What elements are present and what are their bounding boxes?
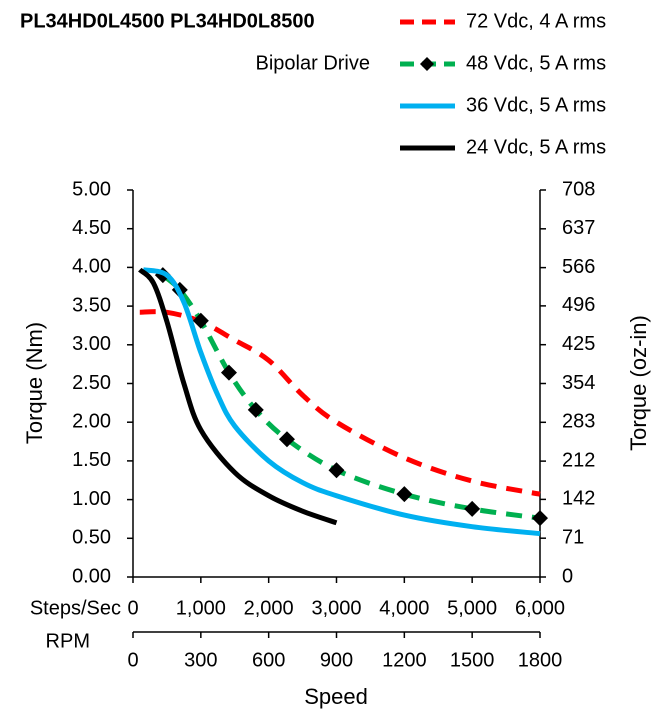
y2-tick-label: 283	[562, 411, 595, 433]
y2-tick-label: 708	[562, 178, 595, 200]
legend-label: 72 Vdc, 4 A rms	[466, 10, 606, 32]
x-tick-label: 5,000	[447, 597, 497, 619]
x-tick-label: 4,000	[379, 597, 429, 619]
x2-tick-label: 900	[320, 649, 353, 671]
y-tick-label: 2.50	[72, 372, 111, 394]
data-point	[192, 312, 209, 329]
y-tick-label: 4.50	[72, 217, 111, 239]
x-tick-label: 6,000	[515, 597, 565, 619]
x-tick-label: 0	[127, 597, 138, 619]
data-point	[278, 431, 295, 448]
x2-tick-label: 0	[127, 649, 138, 671]
y-axis-label: Torque (Nm)	[22, 322, 47, 444]
y2-tick-label: 354	[562, 372, 595, 394]
chart-title: PL34HD0L4500 PL34HD0L8500	[20, 10, 315, 32]
x2-axis-name: RPM	[46, 630, 90, 652]
y-tick-label: 2.00	[72, 410, 111, 432]
legend-marker	[420, 57, 434, 71]
x2-tick-label: 1800	[518, 649, 563, 671]
y2-tick-label: 425	[562, 333, 595, 355]
data-point	[220, 364, 237, 381]
data-point	[396, 486, 413, 503]
legend-label: 36 Vdc, 5 A rms	[466, 94, 606, 116]
y2-tick-label: 71	[562, 526, 584, 548]
legend-label: 24 Vdc, 5 A rms	[466, 136, 606, 158]
x-axis-name: Steps/Sec	[30, 597, 121, 619]
y2-tick-label: 566	[562, 256, 595, 278]
y2-axis-label: Torque (oz-in)	[626, 315, 651, 451]
y2-tick-label: 142	[562, 488, 595, 510]
x2-tick-label: 1500	[450, 649, 495, 671]
x2-tick-label: 1200	[382, 649, 427, 671]
x-tick-label: 1,000	[176, 597, 226, 619]
series-line	[161, 273, 541, 521]
y2-tick-label: 496	[562, 294, 595, 316]
y-tick-label: 3.00	[72, 333, 111, 355]
data-point	[247, 401, 264, 418]
legend-label: 48 Vdc, 5 A rms	[466, 52, 606, 74]
y-tick-label: 3.50	[72, 294, 111, 316]
y-tick-label: 5.00	[72, 178, 111, 200]
y2-tick-label: 0	[562, 565, 573, 587]
x-tick-label: 2,000	[244, 597, 294, 619]
y-tick-label: 0.00	[72, 565, 111, 587]
y2-tick-label: 212	[562, 449, 595, 471]
chart-subtitle: Bipolar Drive	[256, 52, 370, 74]
x-axis-label: Speed	[304, 684, 368, 709]
x2-tick-label: 600	[252, 649, 285, 671]
y-tick-label: 4.00	[72, 256, 111, 278]
y2-tick-label: 637	[562, 217, 595, 239]
data-point	[464, 500, 481, 517]
x2-tick-label: 300	[184, 649, 217, 671]
x-tick-label: 3,000	[311, 597, 361, 619]
series-line	[139, 309, 541, 497]
series-line	[138, 267, 338, 526]
y-tick-label: 1.00	[72, 488, 111, 510]
data-point	[328, 462, 345, 479]
series-line	[142, 267, 541, 537]
y-tick-label: 0.50	[72, 527, 111, 549]
data-point	[532, 510, 548, 527]
y-tick-label: 1.50	[72, 449, 111, 471]
